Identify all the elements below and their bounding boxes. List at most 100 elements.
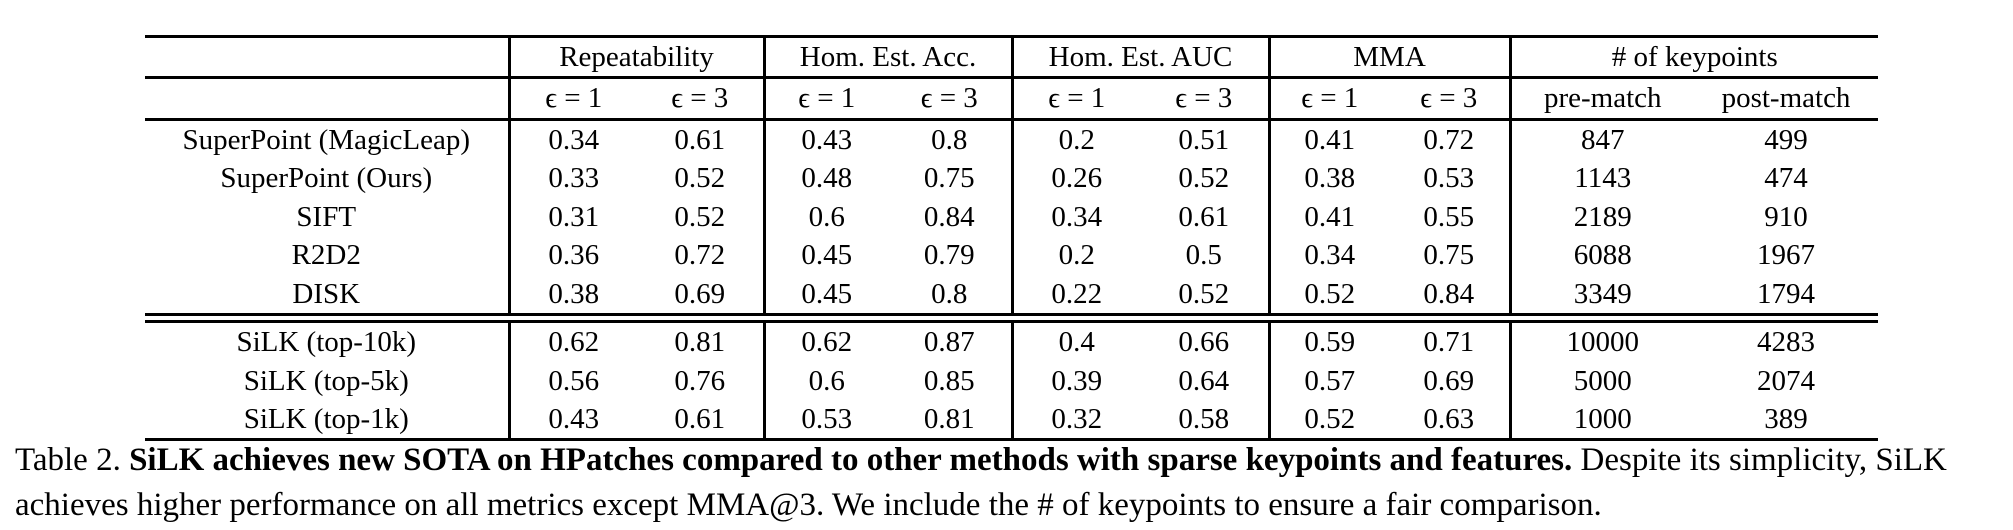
results-table: Repeatability Hom. Est. Acc. Hom. Est. A… <box>145 34 1879 442</box>
value-cell: 1000 <box>1508 399 1695 442</box>
table-row: SuperPoint (Ours) 0.33 0.52 0.48 0.75 0.26 0.5… <box>145 159 1878 198</box>
sub-header-eps3: ϵ = 3 <box>1389 77 1511 121</box>
value-cell: 5000 <box>1508 361 1695 400</box>
value-cell: 0.52 <box>1140 274 1269 324</box>
value-cell: 0.34 <box>1010 197 1140 237</box>
table-row: SiLK (top-5k) 0.56 0.76 0.6 0.85 0.39 0.64 0.57… <box>145 361 1878 400</box>
value-cell: 0.48 <box>762 159 888 198</box>
value-cell: 0.2 <box>1010 119 1140 160</box>
method-name: SiLK (top-10k) <box>236 326 417 359</box>
value-cell: 0.76 <box>674 364 726 397</box>
caption-bold-text: SiLK achieves new SOTA on HPatches compa… <box>129 442 1573 478</box>
column-group-hom-est-auc: Hom. Est. AUC <box>1010 34 1269 80</box>
value-cell: 0.36 <box>507 236 637 275</box>
value-cell: 0.66 <box>1178 326 1230 359</box>
value-cell: 0.43 <box>507 399 637 442</box>
value-cell: 0.52 <box>1267 274 1389 324</box>
value-cell: 0.26 <box>1010 159 1140 198</box>
column-group-repeatability: Repeatability <box>507 34 764 80</box>
method-column-header <box>145 34 509 80</box>
value-cell: 0.2 <box>1010 236 1140 275</box>
caption-label: Table 2. <box>15 442 121 478</box>
value-cell: 0.52 <box>674 162 726 195</box>
value-cell: 0.69 <box>1423 364 1475 397</box>
value-cell: 0.39 <box>1010 361 1140 400</box>
value-cell: 1143 <box>1508 159 1695 198</box>
column-group-mma: MMA <box>1267 34 1511 80</box>
column-group-num-keypoints: # of keypoints <box>1508 34 1879 80</box>
value-cell: 0.81 <box>674 326 726 359</box>
value-cell: 0.64 <box>1178 364 1230 397</box>
value-cell: 0.43 <box>762 119 888 160</box>
value-cell: 0.38 <box>1267 159 1389 198</box>
value-cell: 0.6 <box>762 361 888 400</box>
value-cell: 0.84 <box>923 200 975 233</box>
sub-header-pre-match: pre-match <box>1508 77 1695 121</box>
value-cell: 0.61 <box>1178 200 1230 233</box>
value-cell: 0.22 <box>1010 274 1140 324</box>
value-cell: 3349 <box>1508 274 1695 324</box>
value-cell: 0.41 <box>1267 197 1389 237</box>
value-cell: 0.85 <box>923 364 975 397</box>
sub-header-eps1: ϵ = 1 <box>1267 77 1389 121</box>
sub-header-eps1: ϵ = 1 <box>1010 77 1140 121</box>
value-cell: 0.62 <box>507 318 637 362</box>
method-name: R2D2 <box>291 239 361 272</box>
sub-header-eps3: ϵ = 3 <box>1140 77 1269 121</box>
value-cell: 0.52 <box>1178 162 1230 195</box>
value-cell: 0.69 <box>637 274 764 324</box>
value-cell: 0.63 <box>1389 399 1511 442</box>
method-name: SuperPoint (MagicLeap) <box>182 123 470 156</box>
value-cell: 0.79 <box>923 239 975 272</box>
method-name: SiLK (top-5k) <box>243 364 409 397</box>
table-caption: Table 2. SiLK achieves new SOTA on HPatc… <box>15 438 2007 528</box>
table-row: SIFT 0.31 0.52 0.6 0.84 0.34 0.61 0.41 0.55 2189 9… <box>145 197 1878 237</box>
value-cell: 0.57 <box>1267 361 1389 400</box>
value-cell: 10000 <box>1508 318 1695 362</box>
value-cell: 0.72 <box>1423 123 1475 156</box>
column-group-hom-est-acc: Hom. Est. Acc. <box>762 34 1012 80</box>
sub-header-eps3: ϵ = 3 <box>888 77 1012 121</box>
method-name: SuperPoint (Ours) <box>220 162 433 195</box>
value-cell: 847 <box>1508 119 1695 160</box>
value-cell: 0.58 <box>1140 399 1269 442</box>
value-cell: 0.87 <box>923 326 975 359</box>
value-cell: 0.52 <box>1267 399 1389 442</box>
value-cell: 2189 <box>1508 197 1695 237</box>
sub-header-eps3: ϵ = 3 <box>637 77 764 121</box>
value-cell: 0.53 <box>762 399 888 442</box>
value-cell: 6088 <box>1508 236 1695 275</box>
value-cell: 0.61 <box>674 123 726 156</box>
table-row: SiLK (top-10k) 0.62 0.81 0.62 0.87 0.4 0.66 0.5… <box>145 318 1878 362</box>
value-cell: 0.6 <box>762 197 888 237</box>
value-cell: 0.55 <box>1423 200 1475 233</box>
value-cell: 499 <box>1764 123 1808 156</box>
value-cell: 0.75 <box>1423 239 1475 272</box>
sub-header-post-match: post-match <box>1694 77 1879 121</box>
value-cell: 0.45 <box>762 274 888 324</box>
value-cell: 0.34 <box>1267 236 1389 275</box>
value-cell: 0.38 <box>507 274 637 324</box>
results-table-container: Repeatability Hom. Est. Acc. Hom. Est. A… <box>145 34 1879 442</box>
value-cell: 0.72 <box>674 239 726 272</box>
value-cell: 0.5 <box>1185 239 1222 272</box>
value-cell: 0.53 <box>1423 162 1475 195</box>
value-cell: 4283 <box>1757 326 1816 359</box>
value-cell: 0.34 <box>507 119 637 160</box>
value-cell: 474 <box>1764 162 1808 195</box>
value-cell: 0.84 <box>1389 274 1511 324</box>
table-row: DISK 0.38 0.69 0.45 0.8 0.22 0.52 0.52 0.84 3349 1… <box>145 274 1879 324</box>
value-cell: 0.41 <box>1267 119 1389 160</box>
value-cell: 0.31 <box>507 197 637 237</box>
table-row: R2D2 0.36 0.72 0.45 0.79 0.2 0.5 0.34 0.75 6088 19… <box>145 236 1878 275</box>
value-cell: 0.8 <box>888 274 1012 324</box>
value-cell: 0.81 <box>888 399 1012 442</box>
value-cell: 0.52 <box>674 200 726 233</box>
sub-header-row: ϵ = 1 ϵ = 3 ϵ = 1 ϵ = 3 ϵ = 1 ϵ = 3 ϵ = … <box>145 77 1879 121</box>
value-cell: 389 <box>1694 399 1879 442</box>
value-cell: 1967 <box>1757 239 1816 272</box>
caption-rest-text: Despite its simplicity, SiLK achieves hi… <box>15 442 1947 523</box>
value-cell: 0.56 <box>507 361 637 400</box>
table-row: SuperPoint (MagicLeap) 0.34 0.61 0.43 0.8 0.2… <box>145 119 1878 160</box>
method-name: SIFT <box>296 200 357 233</box>
